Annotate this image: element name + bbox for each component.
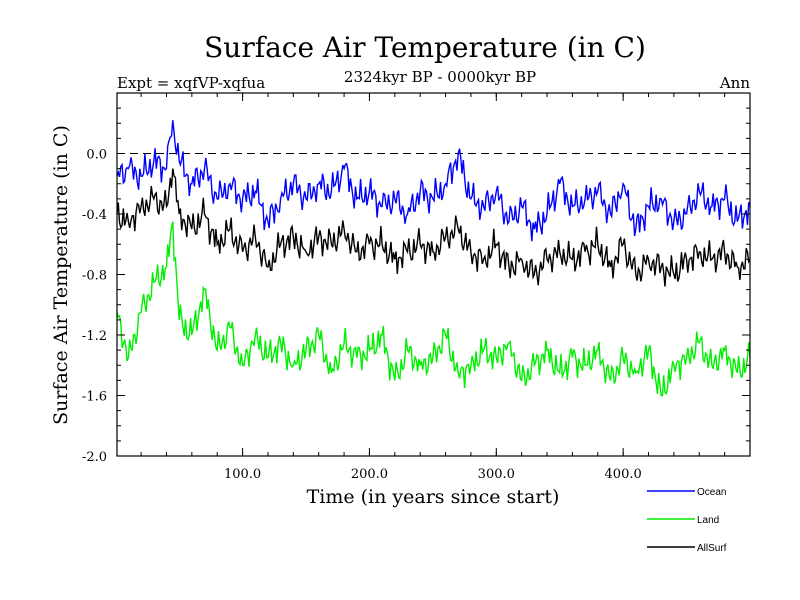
y-tick-label: -0.8: [82, 269, 107, 284]
chart-subtitle: 2324kyr BP - 0000kyr BP: [344, 68, 536, 86]
legend-label-ocean: Ocean: [697, 487, 726, 498]
chart-title: Surface Air Temperature (in C): [204, 31, 646, 64]
y-tick-label: 0.0: [86, 148, 107, 163]
x-tick-label: 200.0: [351, 467, 388, 482]
experiment-label: Expt = xqfVP-xqfua: [117, 74, 265, 92]
y-tick-label: -2.0: [82, 450, 107, 465]
x-axis-label: Time (in years since start): [307, 486, 560, 508]
season-label: Ann: [719, 74, 750, 92]
x-tick-label: 100.0: [224, 467, 261, 482]
plot-area: [116, 120, 751, 397]
y-tick-label: -1.6: [82, 390, 107, 405]
y-axis-label: Surface Air Temperature (in C): [50, 125, 72, 425]
series-line-allsurf: [116, 168, 751, 287]
y-tick-label: -1.2: [82, 329, 107, 344]
y-tick-label: -0.4: [82, 208, 107, 223]
x-tick-label: 400.0: [605, 467, 642, 482]
legend-label-land: Land: [697, 515, 719, 526]
legend-label-allsurf: AllSurf: [697, 543, 727, 554]
axis-ticks: -2.0 -1.6 -1.2 -0.8 -0.4 0.0 100.0 200.0 300.0 40…: [82, 92, 750, 482]
legend: Ocean Land AllSurf: [647, 487, 727, 554]
x-tick-label: 300.0: [478, 467, 515, 482]
series-line-land: [116, 221, 751, 397]
series-line-ocean: [116, 120, 751, 242]
